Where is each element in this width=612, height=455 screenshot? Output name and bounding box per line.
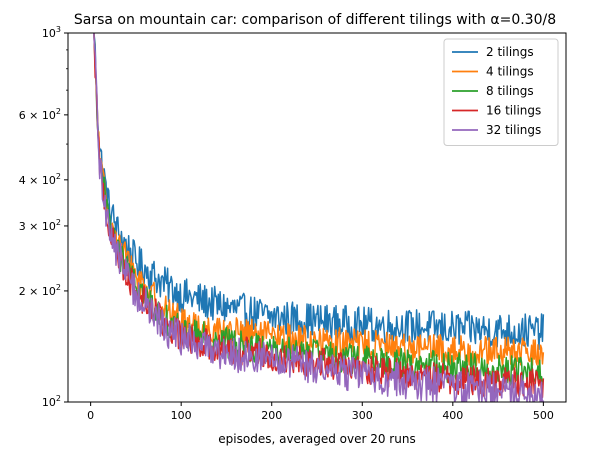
legend-label: 2 tilings: [486, 45, 534, 59]
chart-title: Sarsa on mountain car: comparison of dif…: [74, 12, 556, 28]
x-tick-label: 200: [261, 409, 282, 422]
x-tick-label: 400: [442, 409, 463, 422]
x-tick-label: 0: [87, 409, 94, 422]
x-axis: 0 100 200 300 400 500: [87, 402, 554, 422]
x-tick-label: 500: [533, 409, 554, 422]
legend-label: 4 tilings: [486, 65, 534, 79]
series-line-5: [93, 33, 545, 402]
legend-label: 32 tilings: [486, 123, 541, 137]
x-tick-label: 100: [171, 409, 192, 422]
legend-label: 8 tilings: [486, 84, 534, 98]
y-tick-label: 6 × 102: [19, 107, 61, 122]
legend-label: 16 tilings: [486, 104, 541, 118]
y-tick-label: 4 × 102: [19, 172, 61, 187]
legend-box: [443, 38, 559, 146]
y-tick-label: 3 × 102: [19, 218, 61, 233]
y-tick-label: 103: [42, 25, 61, 40]
series-layer: [93, 33, 545, 402]
y-axis: 102 2 × 102 3 × 102 4 × 102 6 × 102 103: [19, 25, 68, 409]
y-tick-label: 2 × 102: [19, 283, 61, 298]
series-line-1: [93, 33, 545, 351]
x-tick-label: 300: [352, 409, 373, 422]
x-axis-label: episodes, averaged over 20 runs: [218, 432, 415, 446]
y-tick-label: 102: [42, 394, 61, 409]
plot-area-frame: [67, 32, 567, 403]
legend: 2 tilings 4 tilings 8 tilings 16 tilings 32 …: [443, 38, 559, 146]
